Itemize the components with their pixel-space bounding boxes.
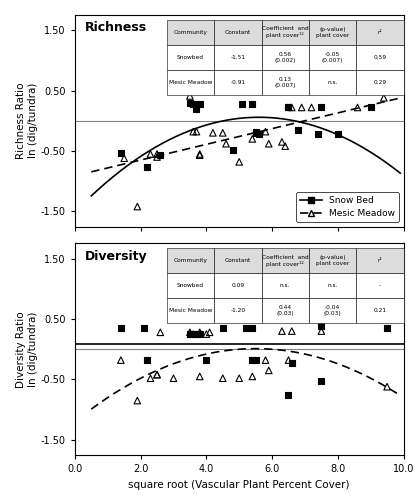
- Point: [196, 150, 203, 158]
- Point: [154, 150, 161, 158]
- Point: [285, 315, 292, 323]
- Point: [196, 100, 203, 108]
- Point: [186, 92, 193, 100]
- Point: [265, 366, 272, 374]
- Point: [147, 150, 154, 158]
- Point: [295, 126, 302, 134]
- Point: [190, 330, 196, 338]
- Point: [220, 374, 226, 382]
- Point: [196, 372, 203, 380]
- Point: [203, 330, 210, 338]
- Point: [252, 356, 259, 364]
- Point: [285, 104, 292, 112]
- Point: [203, 356, 210, 364]
- Point: [229, 146, 236, 154]
- Point: [252, 129, 259, 137]
- Point: [186, 330, 193, 338]
- Point: [223, 140, 229, 147]
- Point: [249, 356, 256, 364]
- Point: [190, 128, 196, 136]
- Point: [154, 370, 161, 378]
- Y-axis label: Richness Ratio
ln (dig/tundra): Richness Ratio ln (dig/tundra): [17, 82, 38, 159]
- Point: [367, 104, 374, 112]
- Point: [190, 330, 196, 338]
- Point: [308, 104, 315, 112]
- Point: [157, 151, 163, 159]
- Point: [282, 142, 289, 150]
- Point: [206, 328, 213, 336]
- Point: [262, 356, 269, 364]
- Point: [186, 328, 193, 336]
- Point: [193, 128, 200, 136]
- Point: [196, 330, 203, 338]
- Text: Diversity: Diversity: [85, 250, 147, 263]
- Point: [210, 129, 216, 137]
- Point: [193, 104, 200, 112]
- Y-axis label: Diversity Ratio
ln (dig/tundra): Diversity Ratio ln (dig/tundra): [17, 311, 38, 388]
- Point: [255, 130, 262, 138]
- Point: [239, 100, 246, 108]
- Point: [262, 128, 269, 136]
- Point: [154, 370, 161, 378]
- Point: [279, 138, 285, 146]
- Point: [190, 100, 196, 108]
- Point: [220, 324, 226, 332]
- Point: [249, 324, 256, 332]
- Point: [285, 356, 292, 364]
- X-axis label: square root (Vascular Plant Percent Cover): square root (Vascular Plant Percent Cove…: [129, 480, 350, 490]
- Point: [249, 100, 256, 108]
- Point: [147, 374, 154, 382]
- Point: [236, 374, 243, 382]
- Point: [279, 327, 285, 335]
- Point: [288, 358, 295, 366]
- Point: [318, 322, 325, 330]
- Point: [118, 150, 124, 158]
- Point: [288, 104, 295, 112]
- Point: [384, 382, 390, 390]
- Point: [384, 324, 390, 332]
- Point: [318, 376, 325, 384]
- Point: [354, 104, 361, 112]
- Point: [381, 94, 387, 102]
- Point: [236, 158, 243, 166]
- Point: [249, 372, 256, 380]
- Point: [154, 153, 161, 161]
- Point: [318, 327, 325, 335]
- Point: [265, 140, 272, 147]
- Point: [318, 104, 325, 112]
- Point: [144, 356, 151, 364]
- Point: [243, 324, 249, 332]
- Text: Richness: Richness: [85, 22, 147, 35]
- Point: [220, 129, 226, 137]
- Point: [144, 164, 151, 172]
- Point: [157, 328, 163, 336]
- Point: [249, 135, 256, 143]
- Point: [285, 390, 292, 398]
- Point: [298, 104, 305, 112]
- Point: [285, 104, 292, 112]
- Point: [121, 154, 127, 162]
- Point: [196, 328, 203, 336]
- Point: [170, 374, 177, 382]
- Point: [118, 356, 124, 364]
- Point: [134, 202, 141, 210]
- Legend: Snow Bed, Mesic Meadow: Snow Bed, Mesic Meadow: [296, 192, 399, 222]
- Point: [288, 327, 295, 335]
- Point: [141, 324, 147, 332]
- Point: [196, 151, 203, 159]
- Point: [134, 396, 141, 404]
- Point: [186, 98, 193, 106]
- Point: [252, 128, 259, 136]
- Point: [334, 130, 341, 138]
- Point: [315, 130, 322, 138]
- Point: [118, 324, 124, 332]
- Point: [193, 330, 200, 338]
